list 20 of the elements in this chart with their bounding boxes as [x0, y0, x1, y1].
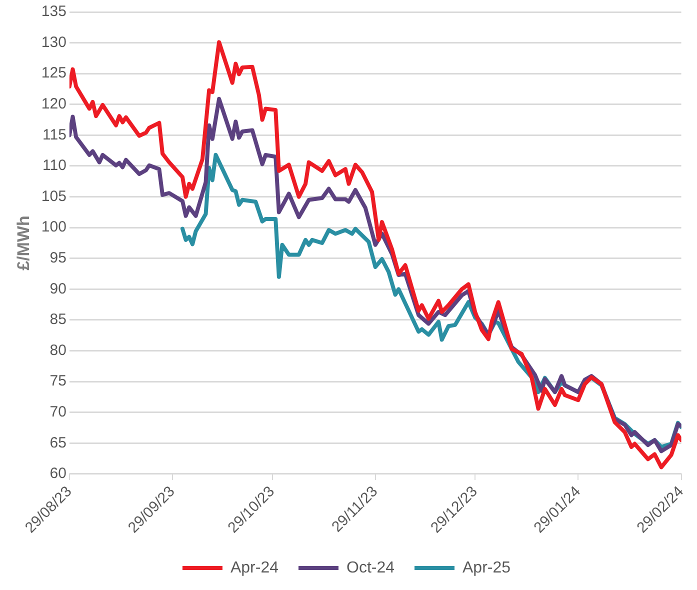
y-tick-label: 120 [41, 96, 66, 113]
y-tick-label: 105 [41, 188, 66, 205]
y-tick-label: 125 [41, 64, 66, 82]
legend-label: Oct-24 [346, 559, 395, 576]
y-tick-label: 70 [50, 404, 66, 421]
y-tick-label: 85 [50, 311, 66, 328]
y-tick-label: 75 [50, 372, 66, 390]
y-tick-label: 60 [50, 465, 66, 482]
y-tick-label: 110 [42, 157, 66, 174]
y-tick-label: 95 [50, 250, 66, 267]
legend-label: Apr-25 [462, 559, 511, 576]
y-tick-label: 100 [41, 218, 66, 236]
y-tick-label: 135 [41, 3, 66, 20]
y-tick-label: 65 [50, 434, 66, 452]
y-tick-label: 130 [41, 34, 66, 51]
legend-label: Apr-24 [230, 559, 279, 576]
y-axis-title: £/MWh [14, 216, 33, 270]
y-tick-label: 80 [50, 342, 66, 359]
y-tick-label: 90 [50, 280, 66, 298]
y-tick-label: 115 [42, 126, 66, 144]
